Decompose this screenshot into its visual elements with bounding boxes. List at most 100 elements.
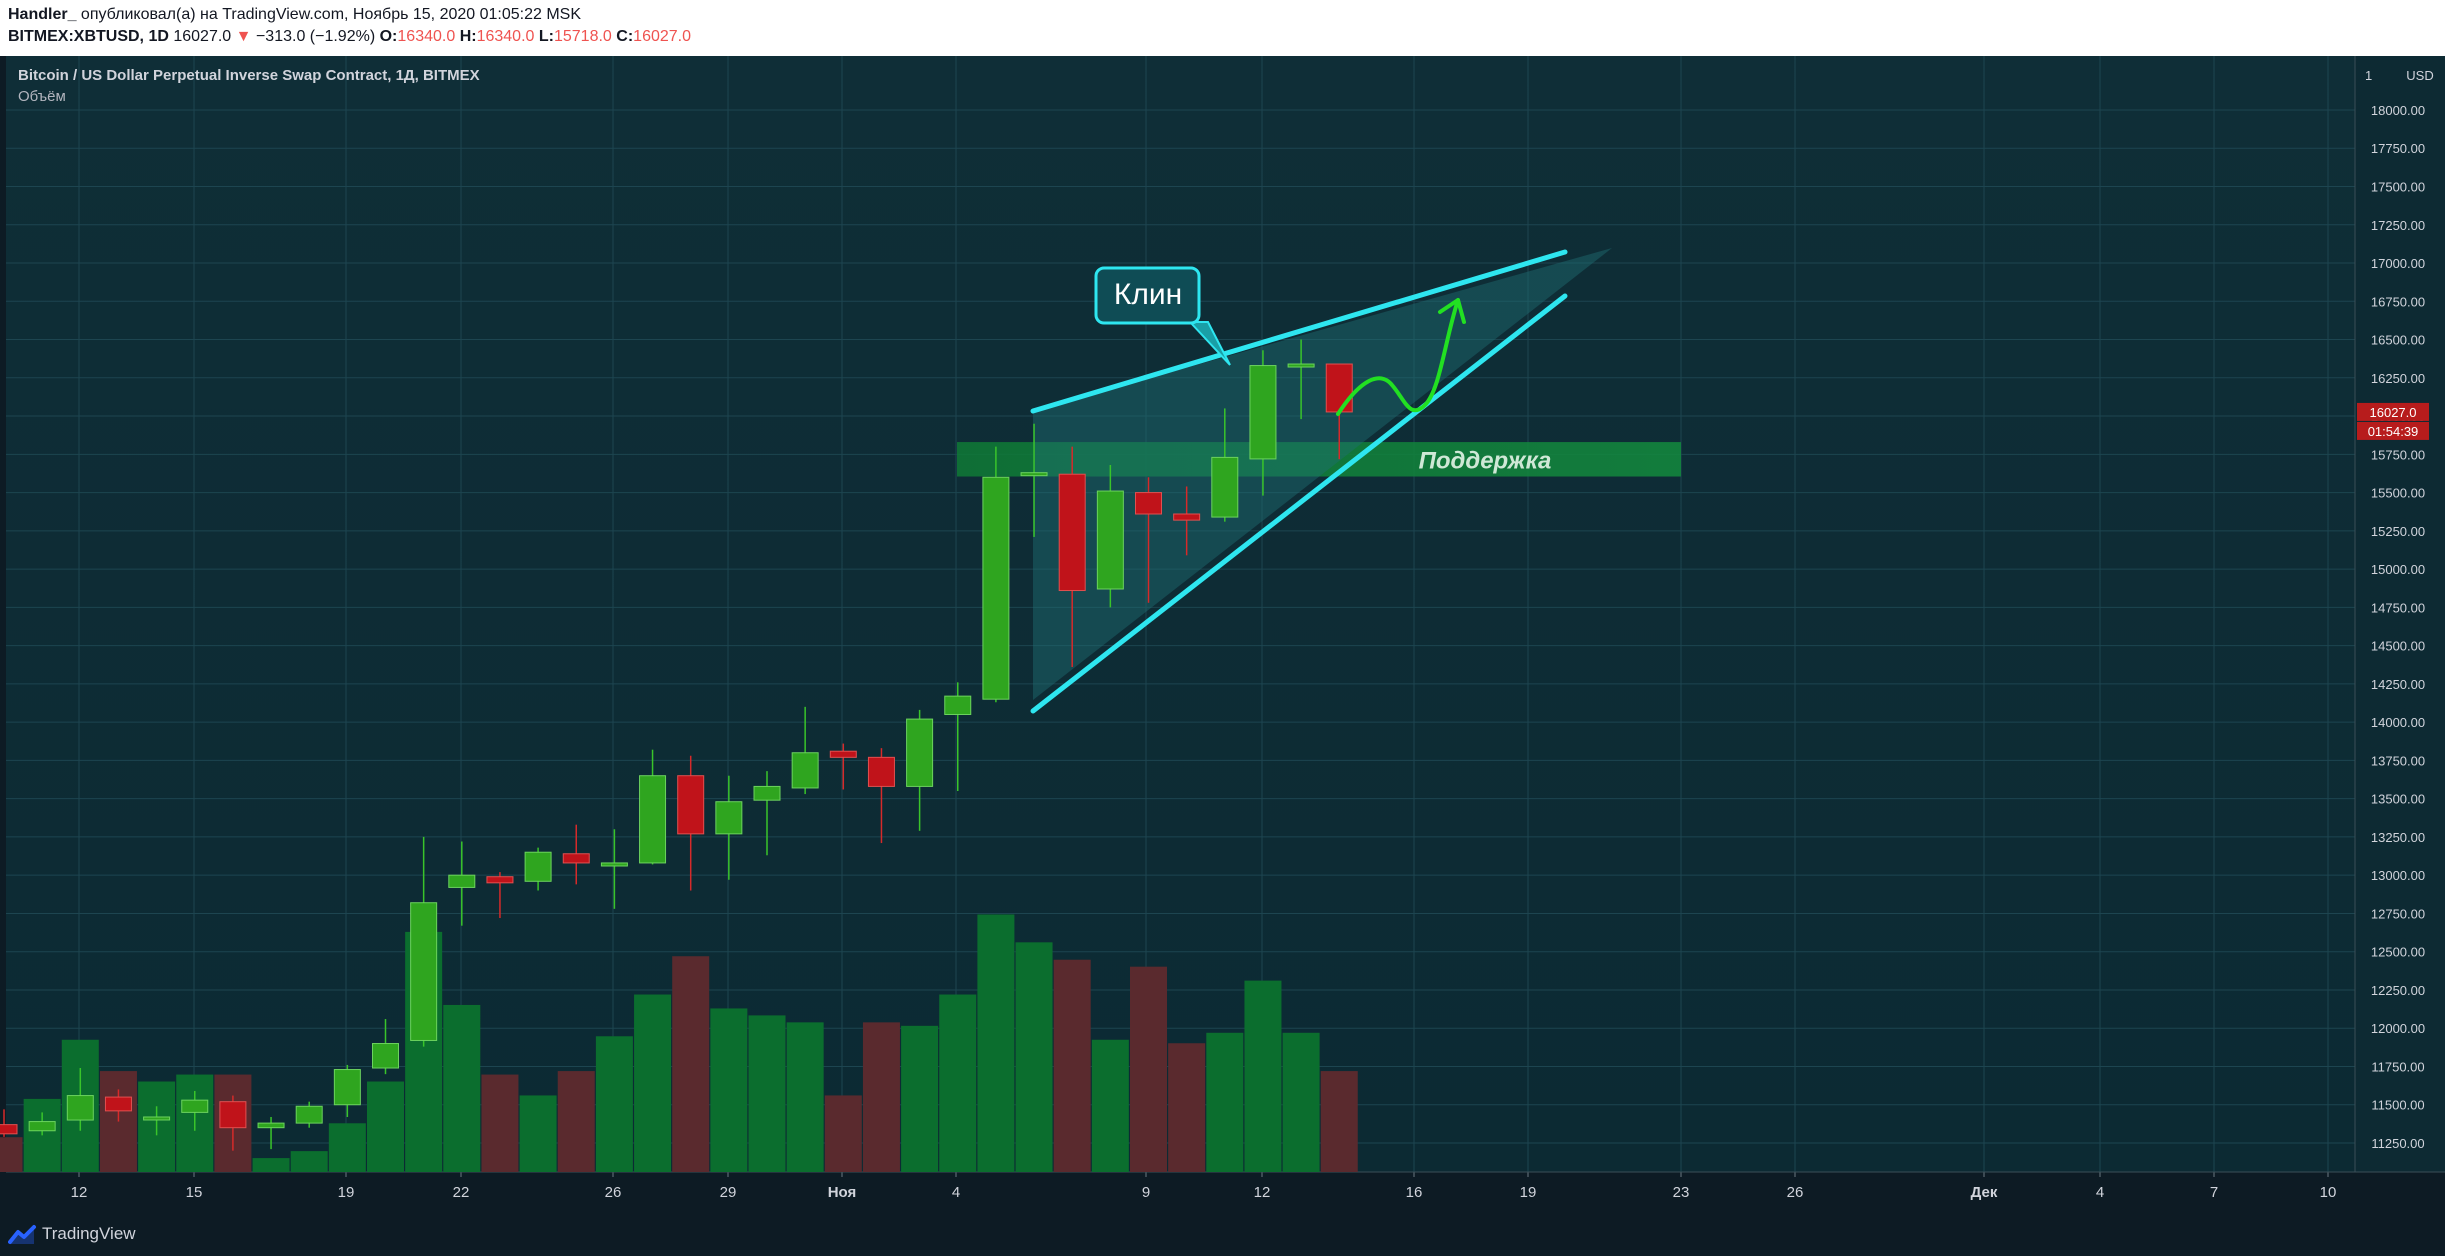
close-value: 16027.0 xyxy=(633,28,692,45)
wedge-callout[interactable]: Клин xyxy=(1094,266,1231,366)
time-tick-label: 29 xyxy=(720,1184,737,1201)
chart-legend-title[interactable]: Bitcoin / US Dollar Perpetual Inverse Sw… xyxy=(18,67,480,84)
candle-body xyxy=(600,862,628,867)
countdown-label: 01:54:39 xyxy=(2368,424,2419,439)
volume-bar xyxy=(786,1022,824,1172)
time-tick-label: 9 xyxy=(1142,1184,1150,1201)
high-label: H: xyxy=(459,28,477,45)
last-price: 16027.0 xyxy=(173,28,232,45)
candle-body xyxy=(448,874,476,888)
wedge-lower-line[interactable] xyxy=(1030,293,1568,714)
candle-body xyxy=(66,1095,94,1121)
published-text: опубликовал(а) на TradingView.com, Ноябр… xyxy=(80,6,582,23)
candle-body xyxy=(104,1096,132,1112)
time-tick-label: 4 xyxy=(952,1184,960,1201)
support-zone[interactable] xyxy=(957,442,1681,477)
time-tick-label: 26 xyxy=(1787,1184,1804,1201)
time-tick-label: 22 xyxy=(453,1184,470,1201)
candle-body xyxy=(906,718,934,787)
volume-bar xyxy=(748,1015,786,1172)
volume-bar xyxy=(328,1123,366,1172)
time-tick-label: 15 xyxy=(186,1184,203,1201)
volume-bar xyxy=(1015,942,1053,1172)
volume-bar xyxy=(710,1008,748,1172)
wedge-upper-line[interactable] xyxy=(1030,249,1568,414)
candle-body xyxy=(639,775,667,864)
price-tick-label: 14750.00 xyxy=(2371,600,2425,615)
currency-label: USD xyxy=(2406,68,2433,83)
price-tick-label: 11500.00 xyxy=(2371,1098,2424,1113)
arrow-head-icon xyxy=(1438,298,1466,324)
time-tick-label: 23 xyxy=(1673,1184,1690,1201)
volume-bar xyxy=(1091,1039,1129,1172)
ohlc-line: BITMEX:XBTUSD, 1D 16027.0 ▼ −313.0 (−1.9… xyxy=(8,28,691,46)
candle-body xyxy=(1135,492,1162,515)
candle-body xyxy=(0,1124,18,1135)
candle-body xyxy=(28,1121,56,1132)
volume-bar xyxy=(1130,966,1167,1172)
tradingview-logo-icon[interactable] xyxy=(8,1224,38,1246)
volume-bar xyxy=(1282,1032,1320,1172)
price-tick-label: 14500.00 xyxy=(2371,639,2425,654)
price-tick-label: 17000.00 xyxy=(2371,256,2425,271)
time-tick-label: 7 xyxy=(2210,1184,2218,1201)
high-value: 16340.0 xyxy=(476,28,535,45)
wedge-area[interactable] xyxy=(1033,248,1612,700)
price-tick-label: 16250.00 xyxy=(2371,371,2425,386)
price-tick-label: 15000.00 xyxy=(2371,562,2425,577)
candle-body xyxy=(1058,473,1086,592)
candle-body xyxy=(1173,513,1201,521)
volume-legend[interactable]: Объём xyxy=(18,88,66,105)
volume-bar xyxy=(1206,1032,1244,1172)
candle-body xyxy=(867,756,895,787)
candle-body xyxy=(1249,365,1277,460)
author-name[interactable]: Handler_ xyxy=(8,6,77,23)
candle-body xyxy=(715,801,743,835)
price-chart[interactable]: Поддержка Клин 11250.0011500.0011750.001… xyxy=(0,56,2445,1212)
support-label: Поддержка xyxy=(1419,447,1552,474)
price-tick-label: 13000.00 xyxy=(2371,868,2425,883)
chart-header: Handler_ опубликовал(а) на TradingView.c… xyxy=(0,0,2445,56)
candle-body xyxy=(181,1099,209,1113)
open-value: 16340.0 xyxy=(397,28,456,45)
volume-bar xyxy=(519,1095,557,1172)
time-tick-label: Дек xyxy=(1971,1184,1998,1201)
projection-arrow[interactable] xyxy=(1336,298,1460,416)
volume-bar xyxy=(901,1025,939,1172)
volume-bar xyxy=(481,1074,519,1172)
down-arrow-icon: ▼ xyxy=(235,28,252,45)
last-price-badge: 16027.0 01:54:39 xyxy=(2357,402,2429,440)
volume-bar xyxy=(23,1098,61,1172)
candle-body xyxy=(295,1105,323,1124)
volume-bar xyxy=(824,1095,862,1172)
price-change: −313.0 (−1.92%) xyxy=(255,28,376,45)
candle-body xyxy=(1287,363,1315,368)
price-tick-label: 12000.00 xyxy=(2371,1021,2425,1036)
candle-body xyxy=(1096,490,1124,590)
price-tick-label: 16500.00 xyxy=(2371,333,2425,348)
volume-bar xyxy=(252,1158,290,1172)
svg-text:16027.0: 16027.0 xyxy=(2370,405,2417,420)
volume-bar xyxy=(367,1081,404,1172)
volume-bar xyxy=(977,914,1015,1172)
volume-bar xyxy=(290,1151,328,1172)
price-tick-label: 12750.00 xyxy=(2371,906,2425,921)
time-tick-label: 19 xyxy=(338,1184,355,1201)
time-tick-label: 26 xyxy=(605,1184,622,1201)
time-tick-label: Ноя xyxy=(828,1184,857,1201)
open-label: O: xyxy=(379,28,398,45)
publish-info: Handler_ опубликовал(а) на TradingView.c… xyxy=(8,6,581,24)
volume-bar xyxy=(1053,959,1091,1172)
volume-bar xyxy=(634,994,672,1172)
volume-bar xyxy=(557,1071,595,1172)
candle-body xyxy=(982,476,1010,700)
brand-name[interactable]: TradingView xyxy=(42,1224,136,1243)
price-tick-label: 16750.00 xyxy=(2371,294,2425,309)
price-tick-label: 15500.00 xyxy=(2371,486,2425,501)
volume-bar xyxy=(672,956,710,1172)
volume-bar xyxy=(1168,1043,1206,1172)
price-tick-label: 14000.00 xyxy=(2371,715,2425,730)
price-tick-label: 13500.00 xyxy=(2371,792,2425,807)
price-tick-label: 17500.00 xyxy=(2371,180,2425,195)
candle-body xyxy=(1325,363,1353,413)
